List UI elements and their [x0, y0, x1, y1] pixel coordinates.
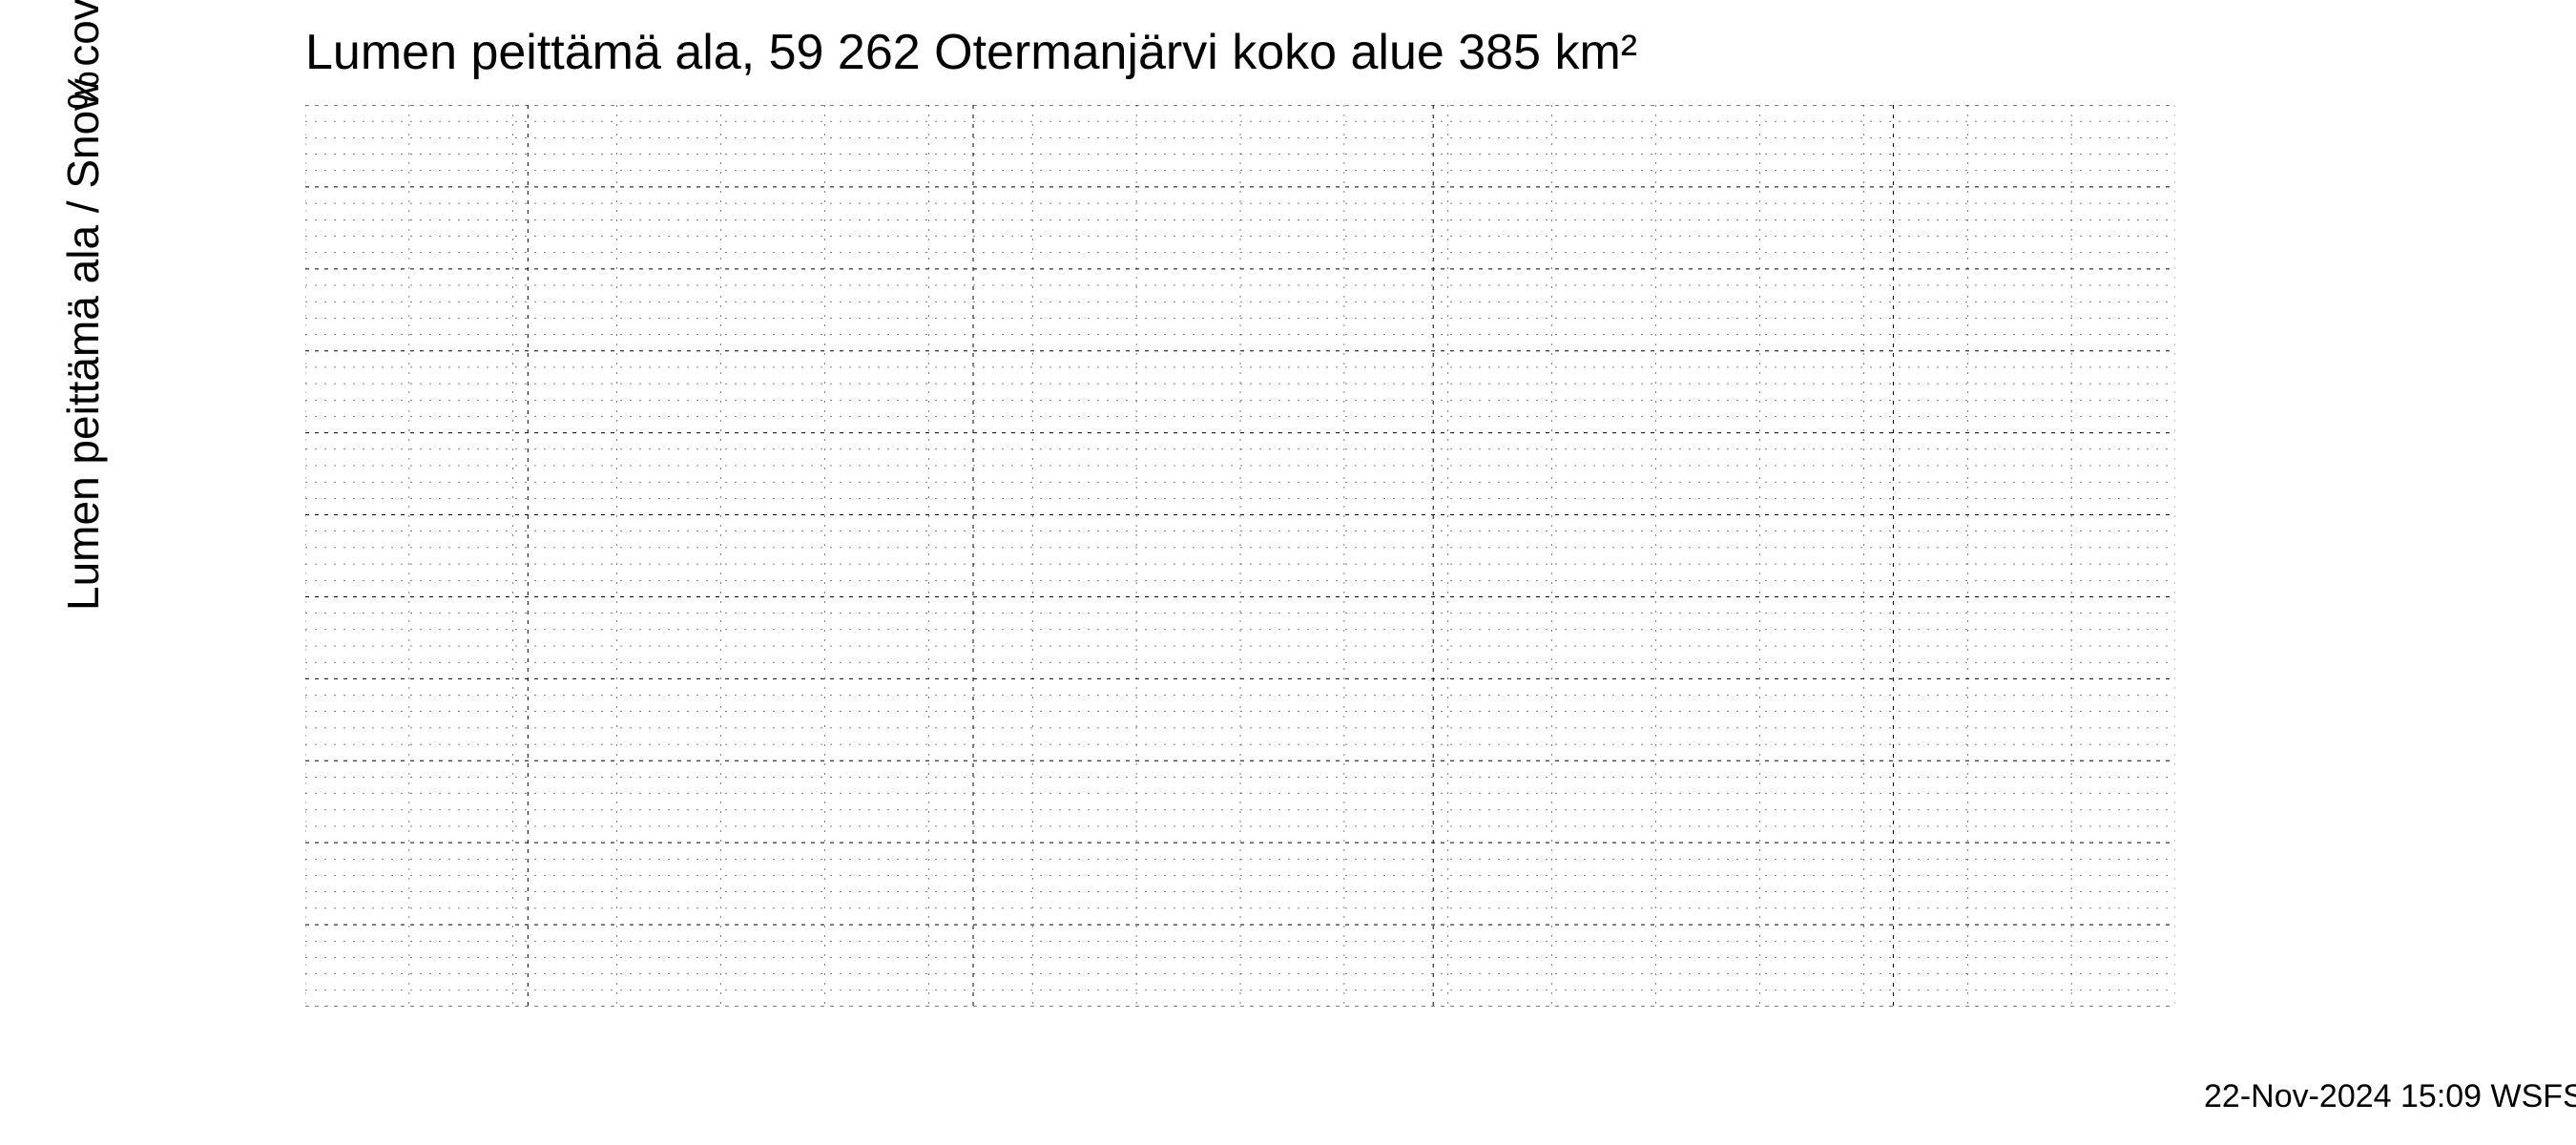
footer-timestamp: 22-Nov-2024 15:09 WSFS-O: [2204, 1078, 2576, 1115]
y-axis-unit: %: [57, 71, 109, 110]
chart-title: Lumen peittämä ala, 59 262 Otermanjärvi …: [305, 24, 1637, 81]
chart-root: Lumen peittämä ala, 59 262 Otermanjärvi …: [0, 0, 2576, 1145]
plot-area: [305, 105, 2175, 1007]
